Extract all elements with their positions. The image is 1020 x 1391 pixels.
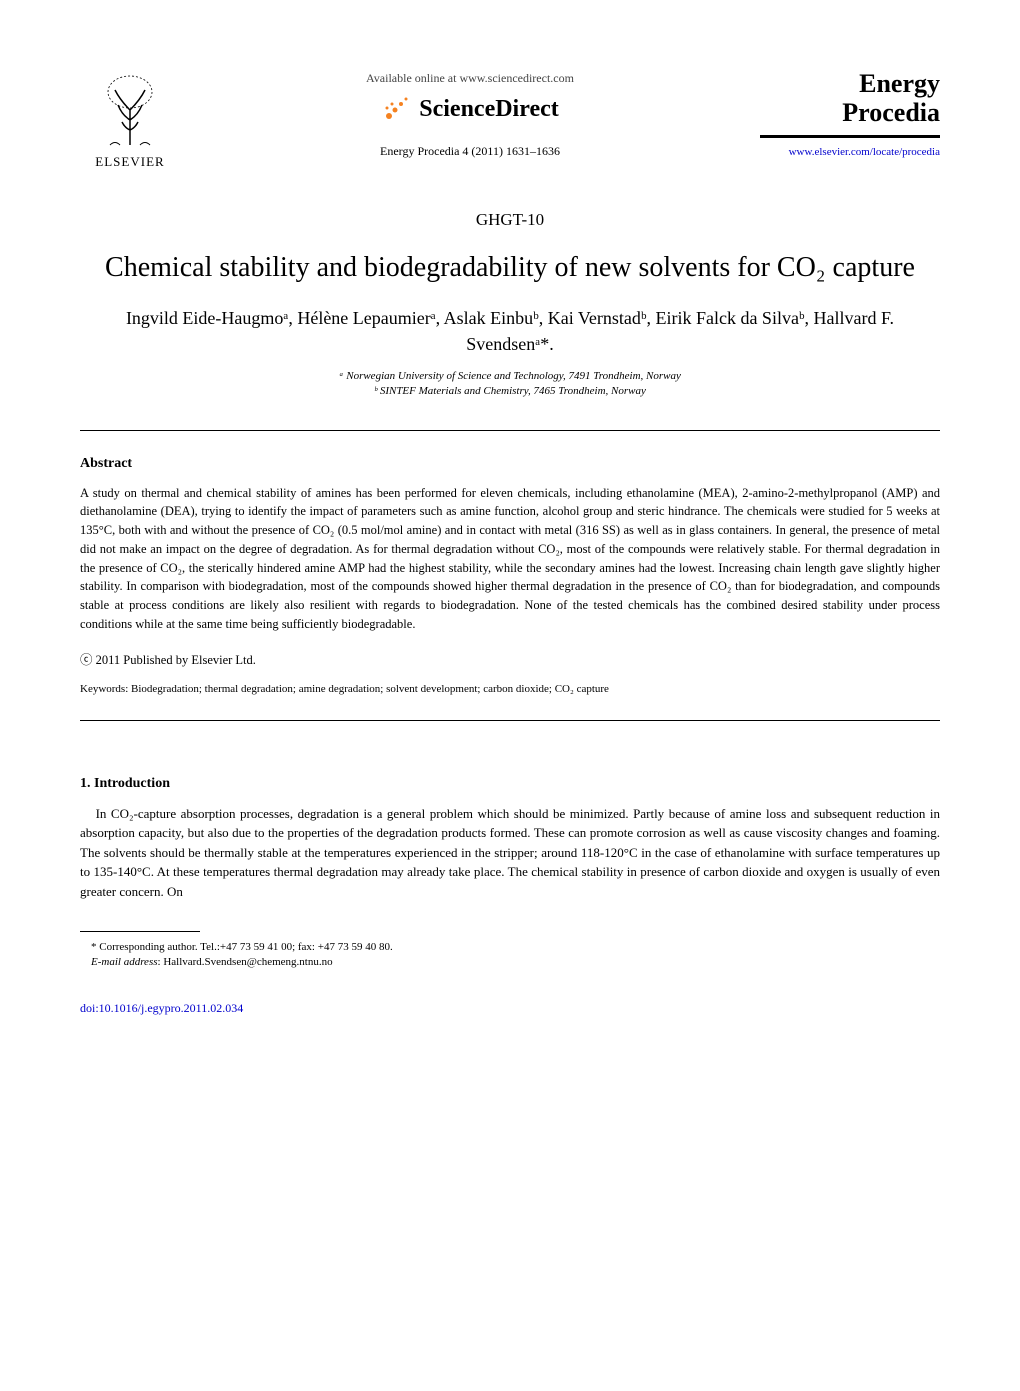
elsevier-label: ELSEVIER <box>95 154 164 170</box>
journal-title-line2: Procedia <box>760 99 940 128</box>
footnote-divider <box>80 931 200 932</box>
email-label: E-mail address <box>91 956 158 968</box>
footnote-email: E-mail address: Hallvard.Svendsen@chemen… <box>80 955 940 970</box>
abstract-heading: Abstract <box>80 456 940 472</box>
header-row: ELSEVIER Available online at www.science… <box>80 60 940 170</box>
elsevier-tree-icon <box>90 70 170 150</box>
divider-bottom <box>80 720 940 721</box>
tree-icon <box>90 70 170 150</box>
elsevier-logo: ELSEVIER <box>80 60 180 170</box>
doi-text: doi:10.1016/j.egypro.2011.02.034 <box>80 1001 940 1016</box>
email-value: Hallvard.Svendsen@chemeng.ntnu.no <box>163 956 332 968</box>
affiliation-a: ᵃ Norwegian University of Science and Te… <box>80 369 940 384</box>
journal-citation: Energy Procedia 4 (2011) 1631–1636 <box>200 144 740 159</box>
divider-top <box>80 430 940 431</box>
section-1-para-1: In CO₂-capture absorption processes, deg… <box>80 804 940 902</box>
abstract-text: A study on thermal and chemical stabilit… <box>80 484 940 634</box>
footnote-corresponding: * Corresponding author. Tel.:+47 73 59 4… <box>80 940 940 955</box>
journal-url-link[interactable]: www.elsevier.com/locate/procedia <box>789 146 940 158</box>
center-header: Available online at www.sciencedirect.co… <box>180 71 760 159</box>
keywords-line: Keywords: Biodegradation; thermal degrad… <box>80 683 940 695</box>
paper-title: Chemical stability and biodegradability … <box>80 250 940 286</box>
sciencedirect-swoosh-icon <box>381 94 411 124</box>
authors-list: Ingvild Eide-Haugmoᵃ, Hélène Lepaumierᵃ,… <box>80 306 940 356</box>
sciencedirect-text: ScienceDirect <box>419 96 559 123</box>
copyright-text: ⓒ 2011 Published by Elsevier Ltd. <box>80 649 940 668</box>
conference-name: GHGT-10 <box>80 210 940 230</box>
available-online-text: Available online at www.sciencedirect.co… <box>200 71 740 86</box>
journal-title-line1: Energy <box>760 70 940 99</box>
journal-divider <box>760 135 940 138</box>
affiliations: ᵃ Norwegian University of Science and Te… <box>80 369 940 400</box>
sciencedirect-logo-row: ScienceDirect <box>200 94 740 124</box>
section-1-heading: 1. Introduction <box>80 776 940 792</box>
journal-box: Energy Procedia www.elsevier.com/locate/… <box>760 70 940 160</box>
affiliation-b: ᵇ SINTEF Materials and Chemistry, 7465 T… <box>80 384 940 399</box>
